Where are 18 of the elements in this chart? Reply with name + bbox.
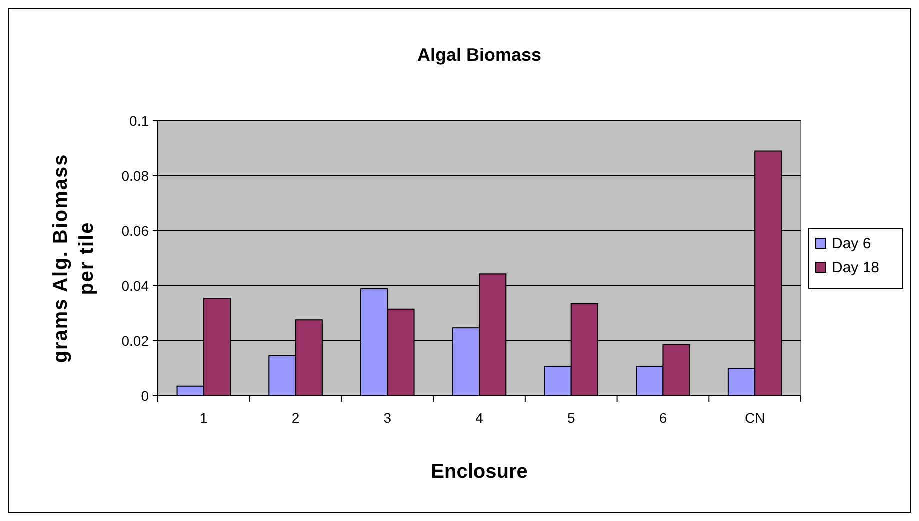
x-axis-title: Enclosure <box>431 461 528 483</box>
x-tick-label: 3 <box>384 410 392 426</box>
y-tick-label: 0 <box>141 388 150 404</box>
x-tick-label: CN <box>744 410 766 426</box>
x-tick-label: 4 <box>476 410 484 426</box>
x-tick-label: 5 <box>567 410 576 426</box>
x-tick-label: 1 <box>200 410 208 426</box>
x-tick-label: 6 <box>659 410 668 426</box>
legend-label: Day 6 <box>832 236 872 252</box>
chart-title: Algal Biomass <box>417 45 542 65</box>
y-tick-label: 0.1 <box>130 112 150 129</box>
y-tick-label: 0.02 <box>122 332 150 349</box>
legend-label: Day 18 <box>832 260 880 276</box>
y-tick-label: 0.08 <box>122 168 150 184</box>
y-tick-label: 0.04 <box>122 278 150 294</box>
y-axis-title: grams Alg. Biomass per tile <box>50 154 98 364</box>
x-tick-label: 2 <box>292 410 300 426</box>
y-tick-label: 0.06 <box>122 222 150 239</box>
